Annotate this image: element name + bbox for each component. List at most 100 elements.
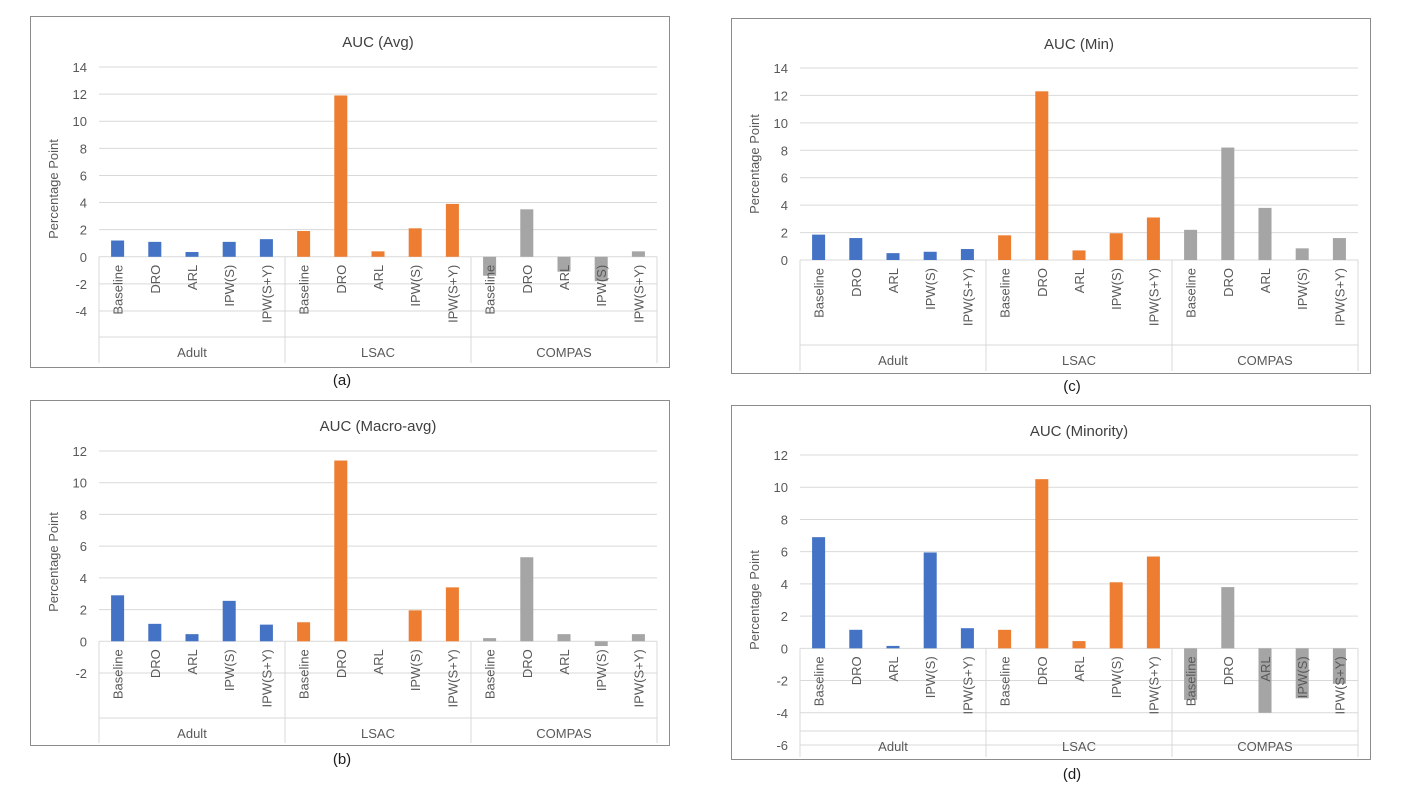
x-tick-label: Baseline bbox=[297, 265, 312, 315]
y-tick-label: 6 bbox=[80, 168, 87, 183]
bar bbox=[998, 235, 1012, 260]
y-tick-label: 2 bbox=[781, 226, 788, 241]
y-tick-label: 12 bbox=[73, 87, 87, 102]
x-tick-label: ARL bbox=[371, 649, 386, 674]
bar bbox=[222, 241, 236, 257]
x-tick-label: DRO bbox=[1035, 268, 1050, 297]
bar bbox=[1146, 217, 1160, 260]
x-tick-label: ARL bbox=[371, 265, 386, 290]
y-tick-label: 4 bbox=[781, 198, 788, 213]
caption-c: (c) bbox=[1063, 378, 1081, 395]
y-tick-label: 6 bbox=[781, 171, 788, 186]
group-label: Adult bbox=[177, 345, 207, 360]
group-label: COMPAS bbox=[536, 726, 592, 741]
x-tick-label: DRO bbox=[1221, 656, 1236, 685]
bar bbox=[594, 641, 608, 647]
bar bbox=[111, 595, 125, 642]
bar bbox=[408, 610, 422, 642]
bar bbox=[334, 95, 348, 257]
chart-panel-b: AUC (Macro-avg) Percentage Point -2 0 2 4 6 8 10… bbox=[30, 400, 670, 746]
bar bbox=[960, 628, 974, 649]
bar bbox=[259, 239, 273, 257]
x-tick-label: IPW(S+Y) bbox=[631, 649, 646, 707]
x-tick-label: Baseline bbox=[111, 649, 126, 699]
y-tick-label: 14 bbox=[73, 60, 87, 75]
chart-title: AUC (Minority) bbox=[1030, 423, 1128, 440]
bar bbox=[923, 251, 937, 260]
y-tick-label: 8 bbox=[781, 512, 788, 527]
x-tick-label: Baseline bbox=[483, 265, 498, 315]
x-tick-label: IPW(S+Y) bbox=[960, 268, 975, 326]
bar bbox=[849, 238, 863, 260]
chart-panel-c: AUC (Min) Percentage Point 0 2 4 6 8 10 12 14 Base… bbox=[731, 18, 1371, 374]
bar bbox=[960, 249, 974, 260]
y-tick-label: 12 bbox=[73, 444, 87, 459]
x-tick-label: ARL bbox=[557, 649, 572, 674]
x-tick-label: IPW(S+Y) bbox=[445, 265, 460, 323]
x-tick-label: IPW(S) bbox=[222, 649, 237, 691]
y-tick-label: 4 bbox=[781, 577, 788, 592]
chart-title: AUC (Avg) bbox=[342, 34, 413, 51]
y-tick-label: 8 bbox=[80, 507, 87, 522]
bar bbox=[886, 645, 900, 649]
bar bbox=[445, 587, 459, 642]
group-label: Adult bbox=[878, 353, 908, 368]
x-tick-label: IPW(S+Y) bbox=[631, 265, 646, 323]
bar bbox=[297, 231, 311, 257]
x-tick-label: IPW(S+Y) bbox=[259, 265, 274, 323]
bar bbox=[1072, 641, 1086, 649]
group-label: LSAC bbox=[1062, 739, 1096, 754]
x-tick-label: Baseline bbox=[483, 649, 498, 699]
y-tick-label: -4 bbox=[776, 706, 788, 721]
group-label: Adult bbox=[878, 739, 908, 754]
bar bbox=[594, 256, 608, 282]
y-tick-label: 14 bbox=[774, 61, 788, 76]
x-tick-label: ARL bbox=[557, 265, 572, 290]
x-tick-label: DRO bbox=[148, 649, 163, 678]
x-tick-label: IPW(S+Y) bbox=[259, 649, 274, 707]
chart-svg: AUC (Minority) Percentage Point -6 -4 -2 0 2 4 6… bbox=[747, 423, 1359, 757]
bar bbox=[1072, 250, 1086, 260]
bar bbox=[334, 460, 348, 642]
x-tick-label: IPW(S+Y) bbox=[960, 656, 975, 714]
x-tick-label: Baseline bbox=[812, 268, 827, 318]
x-tick-label: IPW(S) bbox=[408, 649, 423, 691]
y-axis-label: Percentage Point bbox=[46, 139, 61, 239]
x-tick-label: IPW(S) bbox=[408, 265, 423, 307]
y-tick-label: 2 bbox=[781, 609, 788, 624]
y-tick-label: 8 bbox=[80, 141, 87, 156]
x-tick-label: IPW(S+Y) bbox=[1146, 656, 1161, 714]
bar bbox=[1184, 648, 1198, 700]
bar bbox=[631, 251, 645, 257]
x-tick-label: ARL bbox=[1258, 656, 1273, 681]
x-tick-label: ARL bbox=[1072, 268, 1087, 293]
y-tick-label: 12 bbox=[774, 448, 788, 463]
x-tick-label: DRO bbox=[849, 268, 864, 297]
y-tick-label: -4 bbox=[75, 304, 87, 319]
x-tick-label: DRO bbox=[148, 265, 163, 294]
x-tick-label: Baseline bbox=[998, 656, 1013, 706]
bar bbox=[185, 634, 199, 642]
bar bbox=[520, 209, 534, 257]
x-tick-label: Baseline bbox=[1184, 656, 1199, 706]
bar bbox=[1258, 648, 1272, 713]
bar bbox=[222, 600, 236, 642]
bar bbox=[111, 240, 125, 257]
x-tick-label: IPW(S) bbox=[1295, 656, 1310, 698]
caption-d: (d) bbox=[1062, 766, 1082, 783]
bar bbox=[1221, 587, 1235, 649]
bar bbox=[1146, 556, 1160, 649]
bar bbox=[923, 552, 937, 649]
x-tick-label: IPW(S) bbox=[594, 649, 609, 691]
x-tick-label: ARL bbox=[1258, 268, 1273, 293]
bar bbox=[148, 241, 162, 257]
x-tick-label: IPW(S+Y) bbox=[1332, 656, 1347, 714]
x-tick-label: Baseline bbox=[812, 656, 827, 706]
y-tick-label: -2 bbox=[75, 666, 87, 681]
bar bbox=[1184, 229, 1198, 260]
y-tick-label: 4 bbox=[80, 571, 87, 586]
x-tick-label: DRO bbox=[520, 265, 535, 294]
bar bbox=[148, 623, 162, 642]
bar bbox=[185, 252, 199, 257]
bar bbox=[886, 253, 900, 260]
